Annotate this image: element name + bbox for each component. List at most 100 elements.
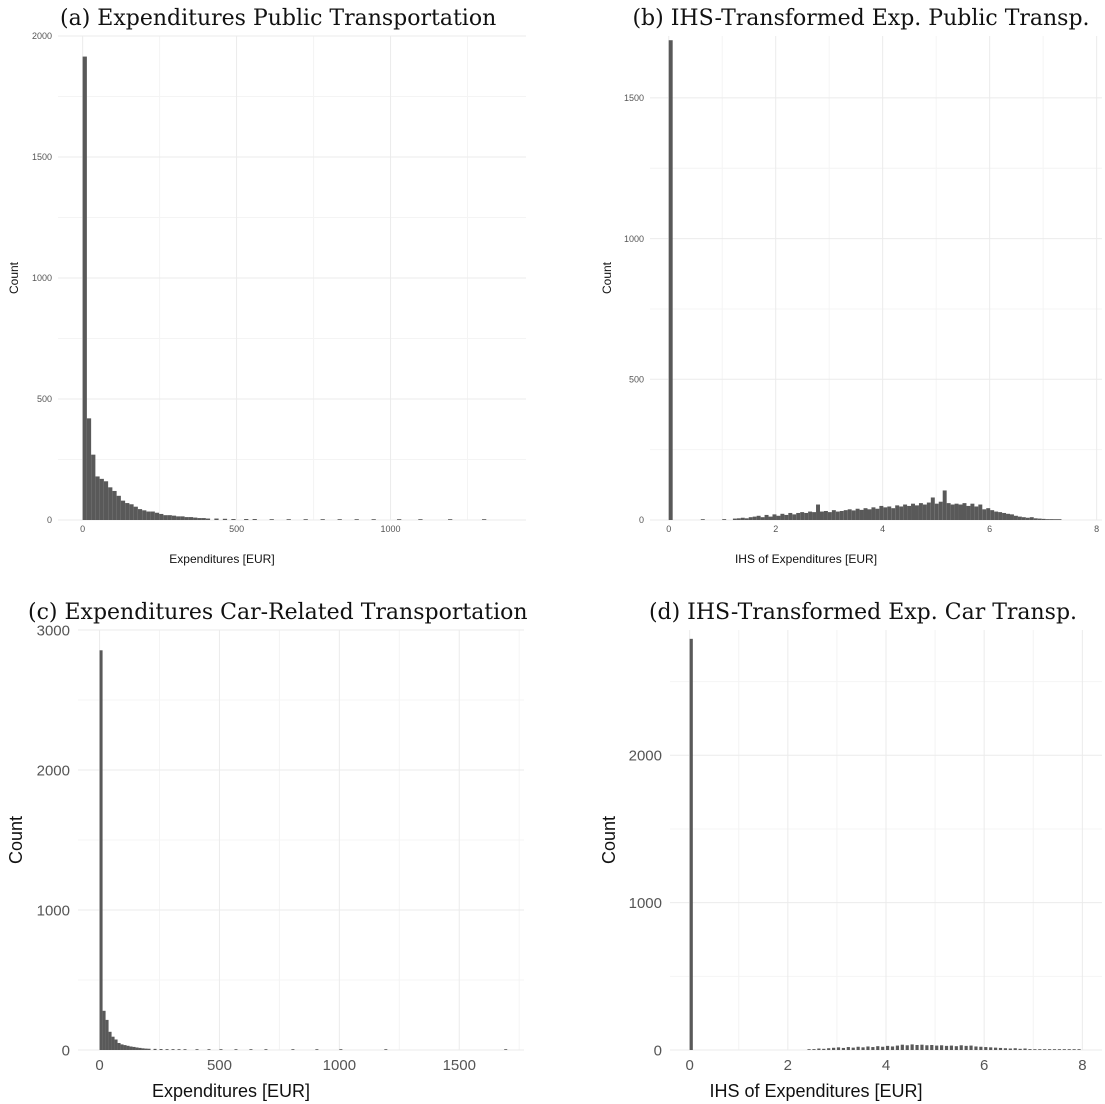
bar (780, 513, 785, 520)
bar (700, 519, 705, 520)
x-tick-label: 1000 (381, 524, 401, 534)
bar (989, 1047, 993, 1050)
y-tick-label: 0 (47, 515, 52, 525)
bar (964, 1045, 968, 1050)
bar (812, 1049, 816, 1050)
bar (796, 512, 801, 520)
bar (668, 40, 673, 520)
bar (153, 1048, 157, 1050)
panel-c: 0 500 1000 1500 0 1000 2000 3000 Expenditures [E… (6, 622, 524, 1101)
bar (883, 507, 888, 520)
bars (82, 56, 487, 520)
bar (99, 478, 104, 520)
bar (689, 638, 693, 1050)
bar (117, 1043, 121, 1050)
bar (129, 504, 134, 520)
bar (990, 510, 995, 520)
bar (812, 512, 817, 520)
bars (689, 638, 1081, 1050)
x-tick-label: 0 (666, 524, 671, 534)
bar (222, 518, 228, 520)
x-tick-label: 500 (207, 1057, 232, 1074)
y-tick-label: 2000 (629, 748, 662, 765)
bar (895, 505, 900, 520)
bar (1033, 518, 1038, 520)
bar (188, 517, 194, 520)
bar (1003, 1048, 1008, 1050)
x-tick-label: 1000 (323, 1057, 356, 1074)
bar (756, 515, 761, 520)
bar (1077, 1049, 1081, 1050)
bar (822, 1048, 826, 1050)
bar (120, 500, 126, 520)
bar (792, 514, 797, 520)
bar (1067, 1049, 1071, 1050)
bar (303, 519, 308, 520)
y-tick-label: 2000 (32, 31, 52, 41)
bar (114, 1039, 118, 1050)
y-tick-label: 0 (654, 1042, 662, 1059)
bar (911, 503, 915, 520)
bar (918, 503, 923, 520)
bar (1013, 1048, 1017, 1050)
bar (116, 495, 121, 520)
bar (891, 508, 896, 520)
bar (504, 1049, 508, 1050)
y-tick-label: 2000 (37, 762, 70, 779)
bar (994, 511, 999, 520)
bar (827, 512, 832, 520)
bar (126, 1045, 130, 1050)
bar (1038, 1049, 1042, 1050)
bar (165, 1049, 169, 1050)
panel-d: 0 2 4 6 8 0 1000 2000 IHS of Expenditures [EUR] C… (599, 630, 1102, 1101)
bar (159, 513, 164, 520)
bar (137, 509, 143, 520)
bar (201, 518, 206, 520)
grid-minor (670, 630, 1102, 1050)
bar (1009, 514, 1014, 520)
bars (668, 40, 1062, 520)
bar (861, 1047, 865, 1050)
bar (1006, 513, 1010, 520)
bar (132, 1046, 136, 1050)
bar (214, 518, 219, 520)
bar (979, 1046, 983, 1050)
bar (111, 1036, 115, 1050)
bar (320, 519, 325, 520)
bar (841, 1047, 846, 1050)
bar (252, 519, 257, 520)
bar (384, 1049, 388, 1050)
y-tick-label: 1000 (624, 234, 644, 244)
bar (105, 1019, 109, 1050)
bar (899, 506, 904, 520)
bar (183, 1049, 187, 1050)
bar (1025, 517, 1030, 520)
bar (816, 504, 820, 520)
bar (954, 1046, 958, 1050)
bar (843, 510, 848, 520)
panel-c-title: (c) Expenditures Car-Related Transportat… (28, 600, 528, 625)
bar (244, 519, 249, 520)
bar (397, 519, 402, 520)
panel-a: 0 500 1000 0 500 1000 1500 2000 Expenditures [EU… (7, 31, 526, 566)
bar (836, 1047, 841, 1050)
bar (133, 506, 138, 520)
x-axis-title: IHS of Expenditures [EUR] (709, 1081, 922, 1101)
bar (807, 1049, 811, 1050)
bar (800, 512, 805, 520)
bar (418, 519, 423, 520)
bar (835, 511, 840, 520)
bar (788, 512, 793, 520)
bar (125, 503, 130, 520)
bar (958, 504, 963, 520)
bar (876, 1046, 880, 1050)
bar (448, 519, 453, 520)
bar (760, 517, 765, 520)
bar (197, 518, 202, 520)
bar (954, 503, 959, 520)
bar (337, 519, 342, 520)
bar (207, 1049, 211, 1050)
bar (910, 1044, 914, 1050)
